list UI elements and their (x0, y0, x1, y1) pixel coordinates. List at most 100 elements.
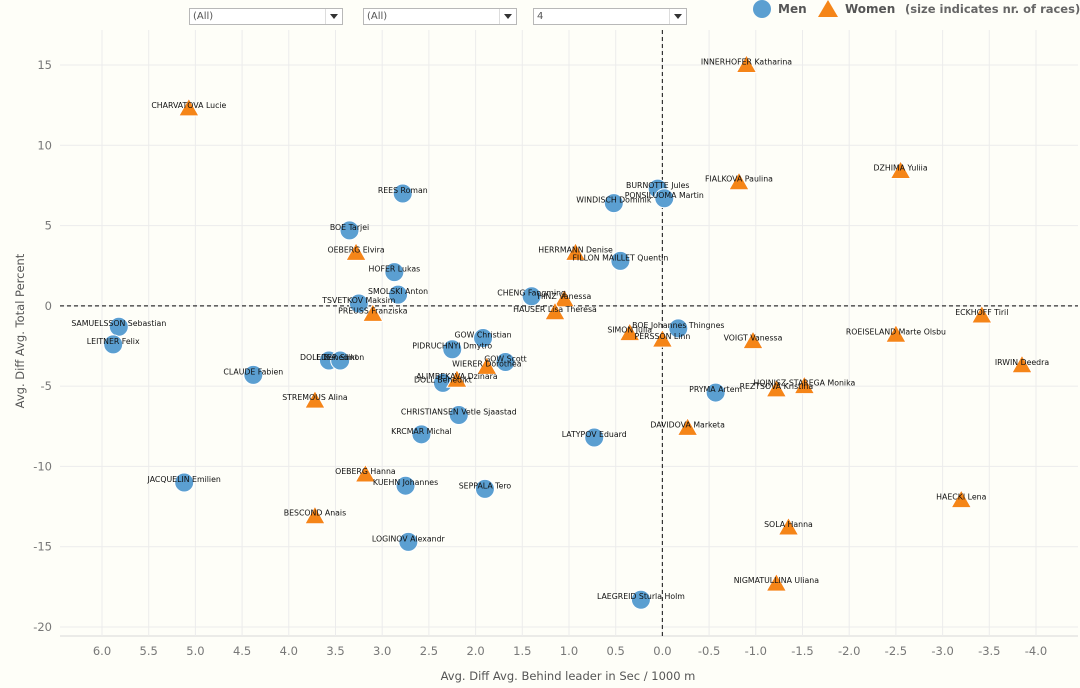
point-label: ECKHOFF Tiril (955, 308, 1008, 317)
point-label: PONSILUOMA Martin (625, 191, 704, 200)
point-label: SMOLSKI Anton (368, 287, 428, 296)
men-data-point[interactable] (603, 193, 624, 214)
y-axis-label: Avg. Diff Avg. Total Percent (13, 253, 27, 408)
men-data-point[interactable] (330, 350, 351, 371)
women-data-point[interactable] (651, 328, 674, 348)
women-data-point[interactable] (889, 159, 912, 179)
point-label: EDER Simon (316, 353, 364, 362)
men-data-point[interactable] (411, 424, 432, 445)
x-tick-label: 2.5 (420, 644, 438, 658)
men-data-point[interactable] (521, 286, 542, 307)
men-data-point[interactable] (395, 475, 416, 496)
point-label: KRCMAR Michal (391, 427, 452, 436)
x-tick-label: -3.0 (931, 644, 953, 658)
point-label: HINZ Vanessa (537, 292, 591, 301)
women-data-point[interactable] (475, 355, 498, 375)
women-data-point[interactable] (728, 171, 750, 191)
point-label: DAVIDOVA Marketa (650, 420, 725, 429)
women-data-point[interactable] (793, 375, 816, 395)
women-data-point[interactable] (970, 304, 993, 324)
y-tick-label: -15 (33, 540, 52, 554)
men-data-point[interactable] (243, 364, 264, 385)
men-data-point[interactable] (392, 183, 413, 204)
women-data-point[interactable] (676, 416, 699, 436)
point-label: WINDISCH Dominik (576, 196, 652, 205)
women-data-point[interactable] (765, 572, 788, 592)
men-data-point[interactable] (103, 334, 124, 355)
point-label: LEITNER Felix (87, 337, 140, 346)
women-data-point[interactable] (1011, 354, 1033, 374)
men-data-point[interactable] (339, 220, 360, 241)
point-label: GOW Christian (455, 330, 512, 339)
x-tick-label: -1.5 (791, 644, 813, 658)
men-data-point[interactable] (474, 478, 495, 499)
legend-size-note: (size indicates nr. of races) (905, 2, 1080, 16)
point-label: STREMOUS Alina (282, 393, 348, 402)
women-data-point[interactable] (553, 288, 576, 308)
point-label: CHENG Fangming (497, 289, 566, 298)
women-data-point[interactable] (345, 241, 367, 261)
chevron-down-icon[interactable] (325, 9, 342, 24)
men-data-point[interactable] (473, 327, 494, 348)
men-data-point[interactable] (654, 188, 675, 209)
point-label: TSVETKOV Maksim (321, 296, 395, 305)
women-data-point[interactable] (777, 516, 800, 536)
women-data-point[interactable] (178, 97, 200, 117)
x-tick-label: -2.0 (838, 644, 860, 658)
y-tick-label: 15 (37, 58, 52, 72)
men-data-point[interactable] (348, 293, 369, 314)
women-data-point[interactable] (304, 505, 326, 525)
women-data-point[interactable] (765, 378, 788, 398)
women-data-point[interactable] (564, 241, 587, 261)
point-label: NIGMATULLINA Uliana (734, 576, 819, 585)
men-data-point[interactable] (398, 531, 419, 552)
point-label: PIDRUCHNYI Dmytro (412, 342, 492, 351)
x-tick-label: -1.0 (745, 644, 767, 658)
point-label: WIERER Dorothea (452, 359, 522, 368)
men-data-point[interactable] (705, 382, 726, 403)
point-label: BESCOND Anais (284, 509, 346, 518)
men-data-point[interactable] (610, 250, 631, 271)
women-data-point[interactable] (742, 330, 764, 350)
women-triangle-icon (818, 0, 838, 17)
men-data-point[interactable] (384, 262, 405, 283)
men-data-point[interactable] (448, 405, 469, 426)
y-tick-label: -5 (41, 379, 52, 393)
women-data-point[interactable] (618, 322, 641, 342)
filter-dropdown-2[interactable]: (All) (363, 8, 517, 25)
filter-dropdown-3[interactable]: 4 (533, 8, 687, 25)
x-tick-label: 2.0 (466, 644, 484, 658)
point-label: INNERHOFER Katharina (701, 58, 792, 67)
point-label: CLAUDE Fabien (223, 367, 283, 376)
men-data-point[interactable] (442, 339, 463, 360)
point-label: ROEISELAND Marte Olsbu (846, 327, 946, 336)
men-data-point[interactable] (584, 427, 605, 448)
men-data-point[interactable] (174, 472, 195, 493)
x-tick-label: 5.0 (186, 644, 204, 658)
filter-dropdown-3-value: 4 (537, 11, 544, 22)
point-label: HOJNISZ-STAREGA Monika (753, 379, 855, 388)
filter-bar: (All) (All) 4 (0, 0, 1080, 30)
x-tick-label: 3.5 (326, 644, 344, 658)
men-data-point[interactable] (630, 589, 651, 610)
women-data-point[interactable] (304, 389, 326, 409)
men-data-point[interactable] (668, 318, 689, 339)
point-label: ALIMBEKAVA Dzinara (416, 372, 498, 381)
point-label: CHRISTIANSEN Vetle Sjaastad (401, 408, 517, 417)
chevron-down-icon[interactable] (499, 9, 516, 24)
point-label: LOGINOV Alexandr (372, 534, 446, 543)
women-data-point[interactable] (885, 323, 907, 343)
women-data-point[interactable] (544, 301, 566, 321)
women-data-point[interactable] (354, 463, 377, 483)
men-data-point[interactable] (388, 284, 409, 305)
men-data-point[interactable] (495, 352, 516, 373)
women-data-point[interactable] (361, 302, 384, 322)
women-data-point[interactable] (446, 368, 468, 388)
x-tick-label: 3.0 (373, 644, 391, 658)
chevron-down-icon[interactable] (669, 9, 686, 24)
filter-dropdown-1[interactable]: (All) (189, 8, 343, 25)
legend-men-label: Men (778, 2, 807, 16)
point-label: DOLL Benedikt (414, 375, 472, 384)
women-data-point[interactable] (950, 489, 973, 509)
women-data-point[interactable] (735, 53, 758, 73)
